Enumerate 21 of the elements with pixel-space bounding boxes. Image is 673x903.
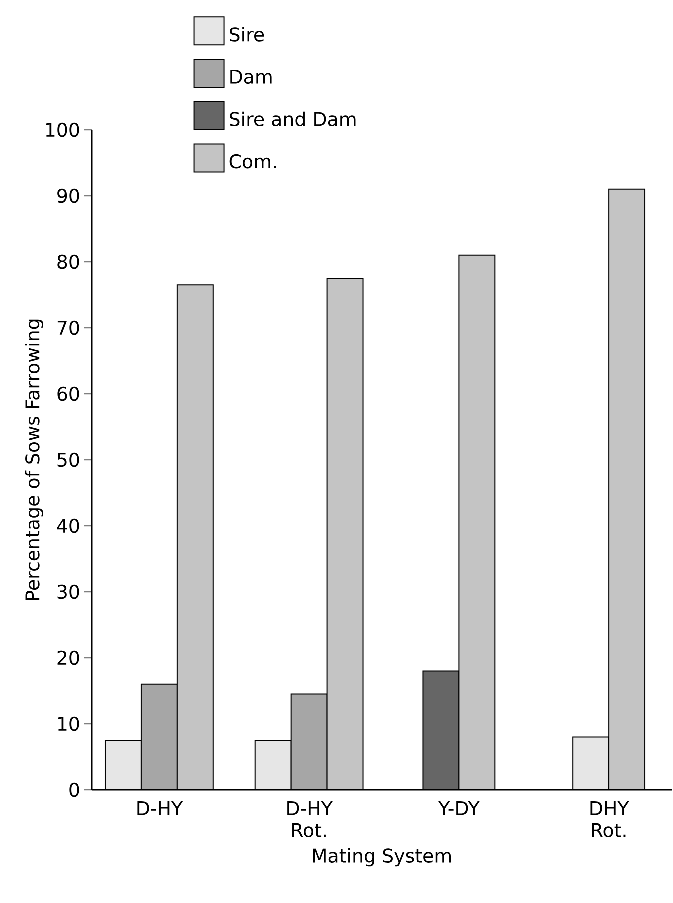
legend-label: Com.: [230, 154, 276, 169]
x-tick-label: D-HY: [138, 802, 184, 816]
y-tick-label: 50: [58, 452, 80, 468]
y-tick-label: 0: [70, 782, 80, 798]
x-tick-label: D-HY Rot.: [288, 802, 334, 838]
y-tick-label: 70: [58, 320, 80, 336]
legend-label: Dam: [230, 70, 272, 84]
legend-label: Sire and Dam: [230, 112, 356, 126]
y-tick-label: 90: [58, 188, 80, 204]
y-tick-label: 20: [58, 650, 80, 666]
x-tick-label: DHY Rot.: [590, 802, 630, 838]
legend-label: Sire: [230, 27, 264, 42]
y-tick-label: 80: [58, 254, 80, 270]
y-tick-label: 100: [46, 122, 80, 138]
y-tick-label: 40: [57, 518, 80, 534]
y-axis-title: Percentage of Sows Farrowing: [25, 320, 44, 600]
x-tick-label: Y-DY: [438, 802, 480, 816]
y-tick-label: 10: [58, 716, 80, 732]
x-axis-title: Mating System: [313, 848, 452, 867]
y-tick-label: 60: [58, 386, 80, 402]
y-tick-label: 30: [58, 584, 80, 600]
